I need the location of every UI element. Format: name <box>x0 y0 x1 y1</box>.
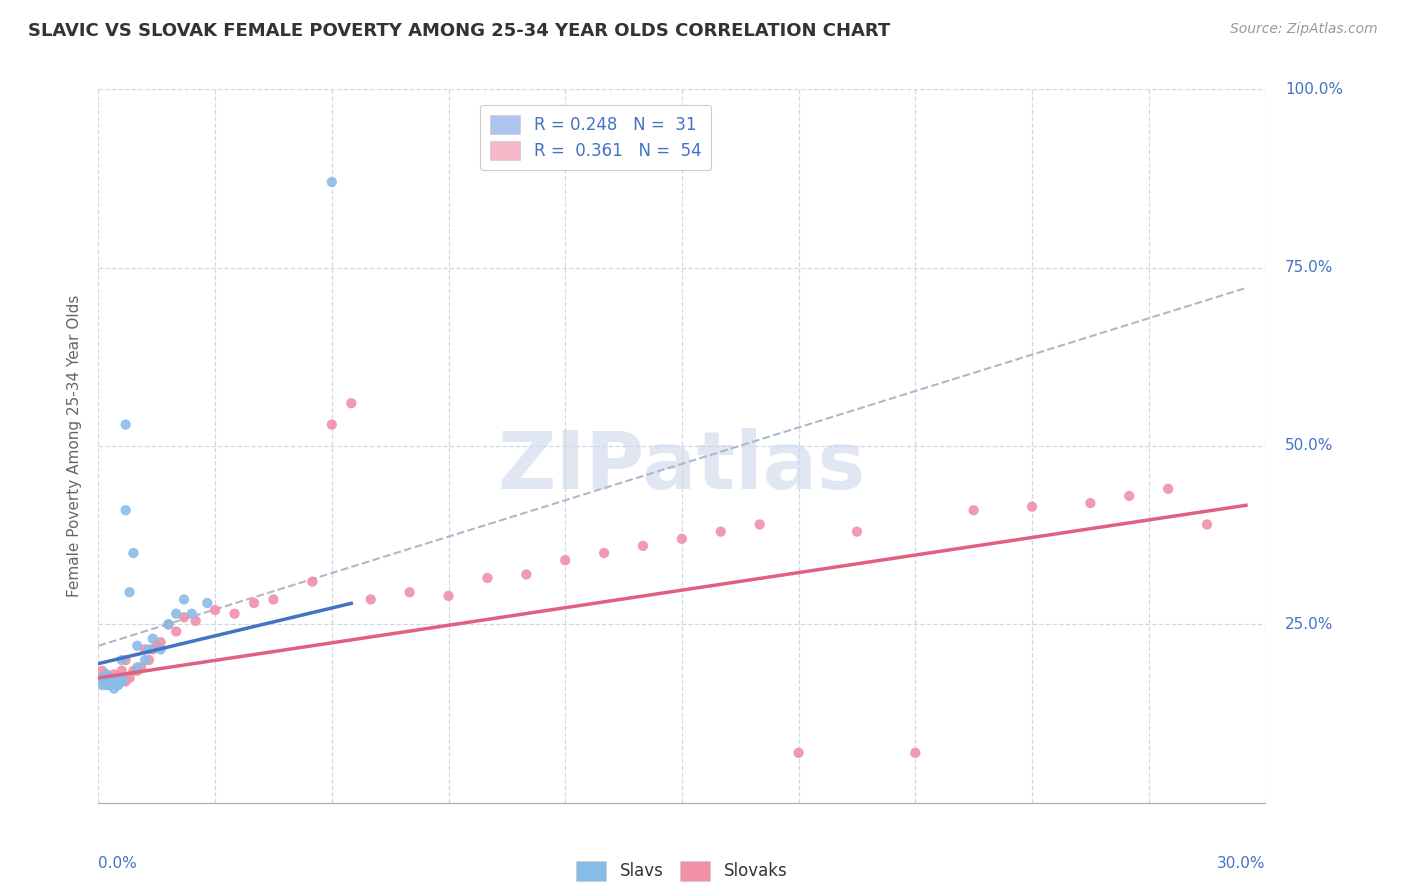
Point <box>134 653 156 667</box>
Point <box>360 592 382 607</box>
Point <box>111 664 134 678</box>
Point <box>340 396 363 410</box>
Point <box>1195 517 1218 532</box>
Point <box>321 175 343 189</box>
Point <box>142 642 165 657</box>
Point <box>103 667 125 681</box>
Point <box>593 546 616 560</box>
Point <box>157 617 180 632</box>
Point <box>204 603 226 617</box>
Point <box>262 592 284 607</box>
Point <box>96 674 118 689</box>
Point <box>1021 500 1043 514</box>
Text: 75.0%: 75.0% <box>1285 260 1333 275</box>
Point <box>962 503 984 517</box>
Point <box>96 678 118 692</box>
Point <box>98 678 121 692</box>
Point <box>111 671 134 685</box>
Point <box>165 624 187 639</box>
Point <box>477 571 499 585</box>
Point <box>118 585 141 599</box>
Point <box>98 678 121 692</box>
Point <box>184 614 207 628</box>
Text: 0.0%: 0.0% <box>98 856 138 871</box>
Point <box>631 539 654 553</box>
Point <box>149 642 172 657</box>
Point <box>91 678 114 692</box>
Point <box>173 610 195 624</box>
Point <box>111 671 134 685</box>
Text: SLAVIC VS SLOVAK FEMALE POVERTY AMONG 25-34 YEAR OLDS CORRELATION CHART: SLAVIC VS SLOVAK FEMALE POVERTY AMONG 25… <box>28 22 890 40</box>
Point <box>122 546 145 560</box>
Point <box>114 417 136 432</box>
Point <box>1157 482 1180 496</box>
Point <box>91 671 114 685</box>
Point <box>134 642 156 657</box>
Point <box>96 667 118 681</box>
Point <box>114 653 136 667</box>
Text: 25.0%: 25.0% <box>1285 617 1333 632</box>
Point <box>398 585 420 599</box>
Point <box>301 574 323 589</box>
Point <box>96 667 118 681</box>
Text: 100.0%: 100.0% <box>1285 82 1343 96</box>
Point <box>98 674 121 689</box>
Text: Source: ZipAtlas.com: Source: ZipAtlas.com <box>1230 22 1378 37</box>
Point <box>173 592 195 607</box>
Point <box>787 746 810 760</box>
Legend: Slavs, Slovaks: Slavs, Slovaks <box>569 855 794 888</box>
Point <box>515 567 537 582</box>
Point <box>149 635 172 649</box>
Point <box>127 639 149 653</box>
Point <box>122 664 145 678</box>
Point <box>554 553 576 567</box>
Text: 30.0%: 30.0% <box>1218 856 1265 871</box>
Point <box>321 417 343 432</box>
Text: ZIPatlas: ZIPatlas <box>498 428 866 507</box>
Point <box>103 674 125 689</box>
Point <box>243 596 266 610</box>
Point <box>142 632 165 646</box>
Point <box>96 674 118 689</box>
Point <box>671 532 693 546</box>
Point <box>1118 489 1140 503</box>
Point <box>114 674 136 689</box>
Point <box>748 517 770 532</box>
Point <box>111 653 134 667</box>
Point <box>114 503 136 517</box>
Point <box>146 639 169 653</box>
Point <box>111 674 134 689</box>
Point <box>98 671 121 685</box>
Point <box>165 607 187 621</box>
Point <box>157 617 180 632</box>
Text: 50.0%: 50.0% <box>1285 439 1333 453</box>
Point <box>103 681 125 696</box>
Point <box>91 671 114 685</box>
Point <box>710 524 733 539</box>
Point <box>107 671 129 685</box>
Point <box>180 607 202 621</box>
Point <box>107 671 129 685</box>
Y-axis label: Female Poverty Among 25-34 Year Olds: Female Poverty Among 25-34 Year Olds <box>67 295 83 597</box>
Point <box>107 678 129 692</box>
Point <box>91 664 114 678</box>
Point <box>129 660 152 674</box>
Point <box>138 642 160 657</box>
Point <box>127 664 149 678</box>
Point <box>107 678 129 692</box>
Point <box>1080 496 1102 510</box>
Point <box>845 524 868 539</box>
Point <box>98 671 121 685</box>
Point <box>224 607 246 621</box>
Point <box>118 671 141 685</box>
Point <box>904 746 927 760</box>
Point <box>437 589 460 603</box>
Point <box>103 674 125 689</box>
Point <box>138 653 160 667</box>
Point <box>127 660 149 674</box>
Point <box>195 596 218 610</box>
